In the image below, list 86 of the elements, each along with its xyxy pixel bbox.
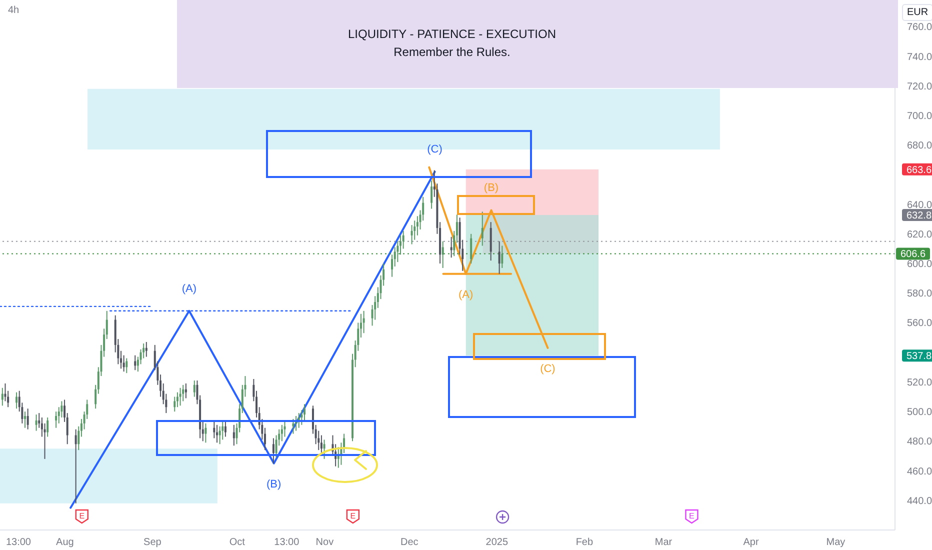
text: 4h: [8, 5, 20, 16]
x-tick-label: 2025: [486, 537, 508, 548]
annotation: Remember the Rules.: [392, 44, 512, 61]
candlestick: [145, 341, 148, 358]
candlestick: [74, 428, 77, 504]
x-tick-label: Apr: [743, 537, 760, 548]
candlestick: [182, 384, 184, 402]
candlestick: [46, 416, 49, 438]
candlestick: [16, 392, 18, 410]
y-tick-label: 580.0: [907, 288, 932, 300]
candlestick: [430, 180, 433, 210]
candlestick: [134, 354, 136, 371]
candlestick: [35, 414, 38, 432]
x-tick-label: Sep: [144, 537, 162, 548]
y-tick-label: 440.0: [907, 496, 932, 507]
x-tick-label: Nov: [316, 537, 334, 548]
candlestick: [272, 438, 274, 464]
y-tick-label: 760.0: [907, 22, 932, 34]
annotation: (B): [484, 182, 499, 194]
y-tick-label: 720.0: [907, 81, 932, 92]
y-tick-label: 560.0: [907, 318, 932, 330]
candlestick: [204, 422, 207, 444]
annotation: LIQUIDITY - PATIENCE - EXECUTION: [346, 26, 558, 43]
candlestick: [292, 418, 294, 434]
candlestick: [218, 426, 221, 445]
annotation: (C): [427, 144, 442, 156]
candlestick: [184, 382, 187, 399]
candlestick: [26, 408, 29, 430]
candlestick: [323, 439, 326, 460]
candlestick: [213, 420, 216, 439]
candlestick: [222, 421, 224, 440]
candlestick: [224, 420, 226, 438]
ref-line-label: 606.6: [900, 249, 926, 260]
candlestick: [442, 240, 444, 268]
y-tick-label: 680.0: [907, 140, 932, 152]
candlestick: [216, 424, 218, 444]
candlestick: [304, 404, 306, 421]
candlestick: [232, 424, 235, 446]
candlestick: [501, 245, 504, 268]
line-series: [428, 166, 549, 349]
candlestick: [470, 233, 472, 264]
candlestick: [1, 387, 4, 406]
candlestick: [174, 396, 176, 412]
candlestick: [450, 236, 452, 258]
candlestick: [24, 411, 26, 428]
candlestick: [55, 411, 58, 428]
candlestick: [414, 220, 416, 240]
annotation: E: [79, 512, 85, 520]
y-axis-title: EUR: [902, 4, 932, 21]
candlestick: [193, 380, 196, 398]
candlestick: [410, 224, 413, 245]
annotation: E: [689, 512, 694, 520]
y-tick-label: 700.0: [907, 110, 932, 122]
candlestick: [122, 354, 125, 372]
x-tick-label: Oct: [229, 537, 246, 548]
y-tick-label: 640.0: [907, 200, 932, 211]
candlestick: [179, 387, 182, 406]
y-tick-label: 537.8: [906, 351, 932, 362]
x-tick-label: Mar: [654, 537, 673, 548]
candlestick: [126, 358, 128, 374]
x-tick-label: Aug: [56, 537, 74, 548]
annotation: (B): [266, 478, 282, 490]
x-tick-label: Feb: [576, 537, 594, 548]
y-tick-label: 740.0: [907, 52, 932, 63]
annotation: (A): [182, 282, 196, 295]
y-tick-label: 480.0: [907, 436, 932, 448]
x-tick-label: May: [826, 537, 846, 548]
y-tick-label: 620.0: [907, 229, 932, 240]
y-tick-label: 520.0: [907, 377, 932, 388]
candlestick: [498, 240, 500, 274]
x-tick-label: 13:00: [6, 537, 32, 548]
y-tick-label: 663.6: [906, 164, 932, 176]
x-tick-label: 13:00: [274, 537, 300, 548]
annotation: (A): [458, 288, 474, 301]
y-tick-label: 600.0: [907, 259, 932, 270]
candlestick: [481, 211, 484, 246]
candlestick: [284, 421, 286, 438]
y-tick-label: 632.8: [906, 210, 932, 222]
y-tick-label: 500.0: [907, 407, 932, 418]
candlestick: [280, 424, 283, 442]
annotation: E: [350, 512, 356, 520]
y-tick-label: 460.0: [907, 466, 932, 478]
annotation: (C): [540, 362, 556, 375]
x-tick-label: Dec: [400, 537, 418, 548]
line-series: [70, 170, 436, 509]
candlestick: [490, 222, 492, 262]
